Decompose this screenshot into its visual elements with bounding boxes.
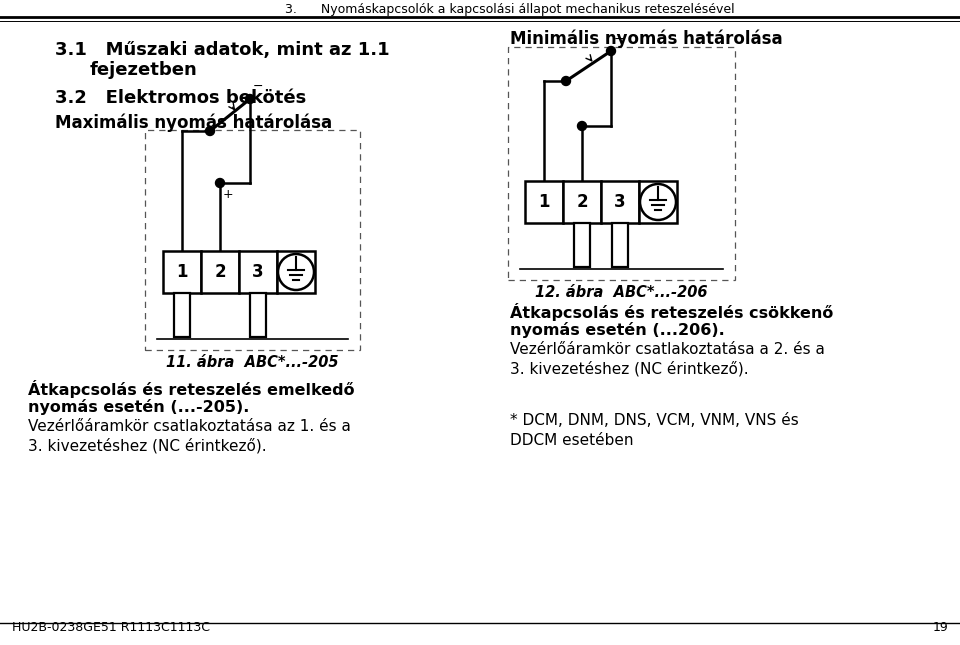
Text: * DCM, DNM, DNS, VCM, VNM, VNS és: * DCM, DNM, DNS, VCM, VNM, VNS és [510,413,799,428]
Text: Vezérlőáramkör csatlakoztatása a 2. és a: Vezérlőáramkör csatlakoztatása a 2. és a [510,342,825,357]
Bar [174,293,190,337]
Text: Minimális nyomás határolása: Minimális nyomás határolása [510,30,782,48]
Bar [277,251,315,293]
Text: 19: 19 [932,621,948,634]
Text: −: − [614,33,625,46]
Text: 1: 1 [539,193,550,211]
Circle shape [578,121,587,130]
Circle shape [246,95,254,103]
Text: 3.2   Elektromos bekötés: 3.2 Elektromos bekötés [55,89,306,107]
Bar [250,293,266,337]
Bar [163,251,201,293]
Text: −: − [253,80,263,93]
Text: 3.1   Műszaki adatok, mint az 1.1: 3.1 Műszaki adatok, mint az 1.1 [55,41,390,59]
Bar [525,181,563,223]
Bar [639,181,677,223]
Text: Maximális nyomás határolása: Maximális nyomás határolása [55,113,332,132]
Circle shape [205,126,214,135]
Bar [201,251,239,293]
Bar [574,223,590,267]
Bar [239,251,277,293]
Text: nyomás esetén (...-205).: nyomás esetén (...-205). [28,399,250,415]
Bar [145,130,360,350]
Bar [601,181,639,223]
Text: 12. ábra  ABC*...-206: 12. ábra ABC*...-206 [536,285,708,300]
Bar [563,181,601,223]
Text: Átkapcsolás és reteszelés emelkedő: Átkapcsolás és reteszelés emelkedő [28,380,354,398]
Text: +: + [223,188,233,201]
Text: 3: 3 [252,263,264,281]
Circle shape [278,254,314,290]
Text: 2: 2 [214,263,226,281]
Text: 2: 2 [576,193,588,211]
Text: 3: 3 [614,193,626,211]
Text: Átkapcsolás és reteszelés csökkenő: Átkapcsolás és reteszelés csökkenő [510,303,833,321]
Text: 3. kivezetéshez (NC érintkező).: 3. kivezetéshez (NC érintkező). [510,361,749,377]
Text: 11. ábra  ABC*...-205: 11. ábra ABC*...-205 [166,355,339,370]
Circle shape [640,184,676,220]
Bar [612,223,628,267]
Circle shape [562,77,570,86]
Text: Vezérlőáramkör csatlakoztatása az 1. és a: Vezérlőáramkör csatlakoztatása az 1. és … [28,419,350,434]
Circle shape [607,46,615,55]
Text: HU2B-0238GE51 R1113C1113C: HU2B-0238GE51 R1113C1113C [12,621,210,634]
Text: DDCM esetében: DDCM esetében [510,433,634,448]
Text: 3. kivezetéshez (NC érintkező).: 3. kivezetéshez (NC érintkező). [28,438,267,453]
Text: 1: 1 [177,263,188,281]
Circle shape [215,179,225,188]
Bar [508,47,735,280]
Text: 3.      Nyomáskapcsolók a kapcsolási állapot mechanikus reteszelésével: 3. Nyomáskapcsolók a kapcsolási állapot … [285,3,734,15]
Text: fejezetben: fejezetben [90,61,198,79]
Text: nyomás esetén (...206).: nyomás esetén (...206). [510,322,725,338]
